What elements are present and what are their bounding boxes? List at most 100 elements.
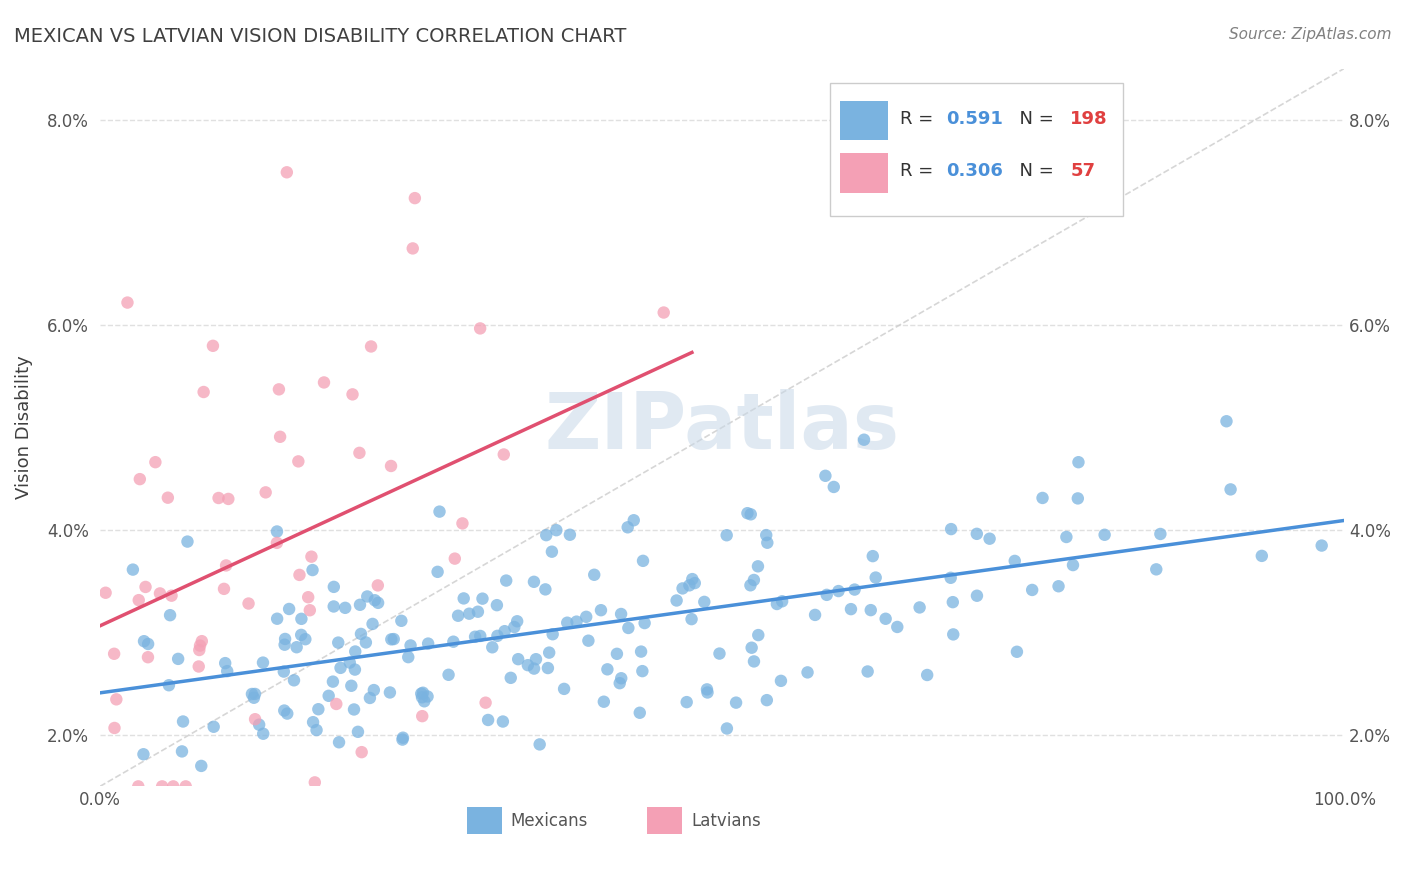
Point <box>675 695 697 709</box>
Point <box>481 640 503 655</box>
Point <box>575 609 598 624</box>
Point <box>546 523 568 537</box>
Point <box>1047 579 1070 593</box>
Point <box>191 634 214 648</box>
Point <box>266 536 288 550</box>
Text: Mexicans: Mexicans <box>510 812 588 830</box>
Point <box>290 612 312 626</box>
Point <box>523 662 546 676</box>
Point <box>329 661 352 675</box>
Point <box>174 780 197 794</box>
Point <box>630 644 652 658</box>
Point <box>135 580 157 594</box>
Point <box>360 339 382 353</box>
Point <box>172 714 194 729</box>
Point <box>297 591 319 605</box>
Point <box>322 599 344 614</box>
Point <box>529 738 551 752</box>
Point <box>1031 491 1053 505</box>
Point <box>553 681 575 696</box>
Point <box>815 588 838 602</box>
Point <box>361 616 384 631</box>
Point <box>217 491 239 506</box>
Point <box>322 674 344 689</box>
Point <box>471 591 494 606</box>
Point <box>266 612 288 626</box>
Point <box>565 615 588 629</box>
Point <box>294 632 316 647</box>
Point <box>499 671 522 685</box>
Point <box>516 658 538 673</box>
Point <box>766 597 789 611</box>
Point <box>492 714 515 729</box>
Point <box>343 702 366 716</box>
Point <box>693 595 716 609</box>
Point <box>508 652 530 666</box>
Point <box>411 687 433 701</box>
Point <box>623 513 645 527</box>
Text: N =: N = <box>1008 162 1060 180</box>
Point <box>328 635 350 649</box>
Point <box>363 683 385 698</box>
Point <box>157 678 180 692</box>
Point <box>411 690 433 705</box>
Point <box>939 571 962 585</box>
Point <box>380 458 402 473</box>
Point <box>167 652 190 666</box>
Point <box>217 664 239 678</box>
Point <box>266 524 288 539</box>
Point <box>238 597 260 611</box>
Point <box>628 706 651 720</box>
Point <box>411 709 433 723</box>
Point <box>467 605 489 619</box>
Point <box>347 724 370 739</box>
Point <box>418 637 440 651</box>
Point <box>367 578 389 592</box>
Point <box>276 165 298 179</box>
FancyBboxPatch shape <box>841 153 887 193</box>
Point <box>716 528 738 542</box>
Point <box>609 676 631 690</box>
Point <box>541 627 564 641</box>
Point <box>307 702 329 716</box>
Point <box>631 664 654 678</box>
Point <box>742 654 765 668</box>
Point <box>322 580 344 594</box>
Point <box>1067 455 1090 469</box>
Point <box>631 554 654 568</box>
Point <box>269 430 291 444</box>
Point <box>105 692 128 706</box>
Point <box>382 632 405 646</box>
Point <box>665 593 688 607</box>
Point <box>741 640 763 655</box>
Point <box>839 602 862 616</box>
Point <box>380 632 402 647</box>
Point <box>610 607 633 621</box>
Point <box>558 527 581 541</box>
Point <box>426 565 449 579</box>
Point <box>742 573 765 587</box>
Point <box>477 713 499 727</box>
FancyBboxPatch shape <box>467 807 502 835</box>
Point <box>740 578 762 592</box>
Point <box>617 621 640 635</box>
Point <box>349 446 371 460</box>
Point <box>1250 549 1272 563</box>
Point <box>862 549 884 563</box>
Point <box>318 689 340 703</box>
Point <box>350 745 373 759</box>
Point <box>492 448 515 462</box>
Point <box>596 662 619 676</box>
Point <box>170 744 193 758</box>
Point <box>523 574 546 589</box>
Point <box>201 339 224 353</box>
Point <box>359 690 381 705</box>
Point <box>853 433 876 447</box>
Point <box>132 747 155 762</box>
Text: R =: R = <box>900 110 939 128</box>
Point <box>740 508 762 522</box>
Point <box>267 382 290 396</box>
Point <box>756 535 779 549</box>
Point <box>458 607 481 621</box>
Point <box>402 241 425 255</box>
